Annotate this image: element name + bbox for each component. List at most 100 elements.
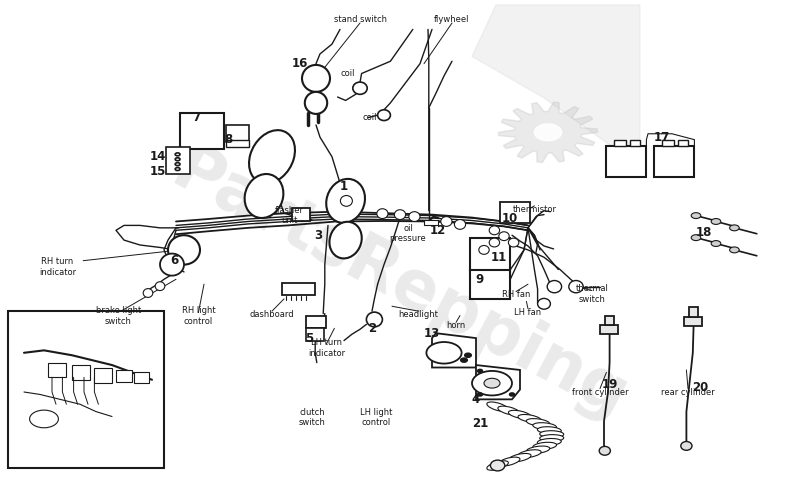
Text: 3: 3 [314, 229, 322, 242]
Circle shape [175, 153, 180, 156]
Text: LH light
control: LH light control [360, 408, 392, 427]
Polygon shape [534, 124, 562, 141]
Bar [606, 146, 646, 177]
Bar [689, 307, 698, 317]
Text: clutch
switch: clutch switch [298, 408, 326, 427]
Circle shape [691, 213, 701, 219]
Ellipse shape [681, 441, 692, 450]
Polygon shape [498, 102, 598, 163]
Circle shape [175, 168, 180, 171]
Bar [72, 365, 90, 380]
Circle shape [30, 410, 58, 428]
Text: 2: 2 [368, 322, 376, 335]
Bar [684, 317, 702, 326]
Ellipse shape [490, 460, 505, 471]
Bar [306, 328, 324, 341]
Circle shape [730, 247, 739, 253]
Ellipse shape [509, 238, 519, 247]
Circle shape [691, 235, 701, 241]
Bar [116, 370, 132, 382]
Polygon shape [476, 365, 520, 399]
Text: flasher
unit: flasher unit [275, 206, 304, 225]
Text: 14: 14 [150, 150, 166, 163]
Bar [8, 311, 164, 468]
Text: front cylinder: front cylinder [572, 388, 628, 396]
Text: oil
pressure: oil pressure [390, 224, 426, 244]
Bar [226, 125, 249, 142]
Bar [226, 140, 249, 147]
Ellipse shape [487, 461, 508, 470]
Circle shape [175, 163, 180, 166]
Bar [180, 113, 224, 149]
Ellipse shape [330, 222, 362, 258]
Text: coil: coil [341, 69, 355, 78]
Ellipse shape [490, 238, 499, 247]
Text: RH turn
indicator: RH turn indicator [39, 257, 76, 277]
Text: thermistor: thermistor [512, 205, 557, 214]
Text: 7: 7 [192, 111, 200, 124]
Text: 4: 4 [472, 393, 480, 406]
Circle shape [465, 353, 471, 357]
Bar [605, 316, 614, 325]
Ellipse shape [478, 245, 490, 254]
Ellipse shape [526, 418, 550, 426]
Text: RH fan: RH fan [502, 291, 530, 299]
Text: 10: 10 [502, 212, 518, 224]
Ellipse shape [599, 446, 610, 455]
Ellipse shape [454, 220, 466, 229]
Text: dashboard: dashboard [250, 310, 294, 319]
Ellipse shape [540, 431, 564, 438]
Text: RH light
control: RH light control [182, 306, 215, 326]
Bar [614, 140, 626, 146]
Ellipse shape [533, 442, 557, 449]
Circle shape [478, 393, 482, 396]
Ellipse shape [366, 312, 382, 327]
Ellipse shape [518, 450, 541, 458]
Ellipse shape [498, 457, 520, 466]
Text: rear cylinder: rear cylinder [661, 388, 715, 396]
Text: 16: 16 [292, 57, 308, 70]
Text: stand switch: stand switch [334, 15, 386, 24]
Text: 18: 18 [696, 226, 712, 239]
Ellipse shape [249, 130, 295, 183]
Bar [48, 363, 66, 377]
Text: headlight: headlight [398, 310, 438, 319]
Bar [600, 325, 618, 334]
Ellipse shape [533, 423, 557, 430]
Text: 6: 6 [170, 254, 178, 267]
Ellipse shape [499, 232, 509, 241]
Ellipse shape [305, 92, 327, 114]
Text: 5: 5 [306, 332, 314, 344]
Bar [166, 147, 190, 174]
Text: brake light
switch: brake light switch [96, 306, 141, 326]
Bar [678, 140, 688, 146]
Bar [500, 202, 530, 223]
Text: 19: 19 [602, 378, 618, 391]
Circle shape [175, 158, 180, 161]
Text: PartsRepping: PartsRepping [161, 136, 639, 433]
Bar [470, 270, 510, 299]
Text: 12: 12 [430, 224, 446, 237]
Ellipse shape [353, 82, 367, 95]
Ellipse shape [487, 402, 508, 412]
Ellipse shape [378, 110, 390, 121]
Text: LH fan: LH fan [514, 308, 542, 317]
Text: horn: horn [446, 321, 466, 330]
Polygon shape [432, 333, 476, 368]
Circle shape [711, 219, 721, 224]
Ellipse shape [490, 226, 499, 235]
Circle shape [730, 225, 739, 231]
Ellipse shape [538, 298, 550, 309]
Text: 8: 8 [224, 133, 232, 146]
Ellipse shape [526, 446, 550, 454]
Circle shape [461, 358, 467, 362]
Bar [424, 220, 438, 225]
Polygon shape [472, 5, 640, 167]
Ellipse shape [341, 196, 352, 206]
Text: thermal
switch: thermal switch [575, 284, 609, 304]
Circle shape [510, 393, 514, 396]
Circle shape [426, 342, 462, 364]
Bar [630, 140, 640, 146]
Text: 1: 1 [340, 180, 348, 193]
Ellipse shape [498, 406, 520, 415]
